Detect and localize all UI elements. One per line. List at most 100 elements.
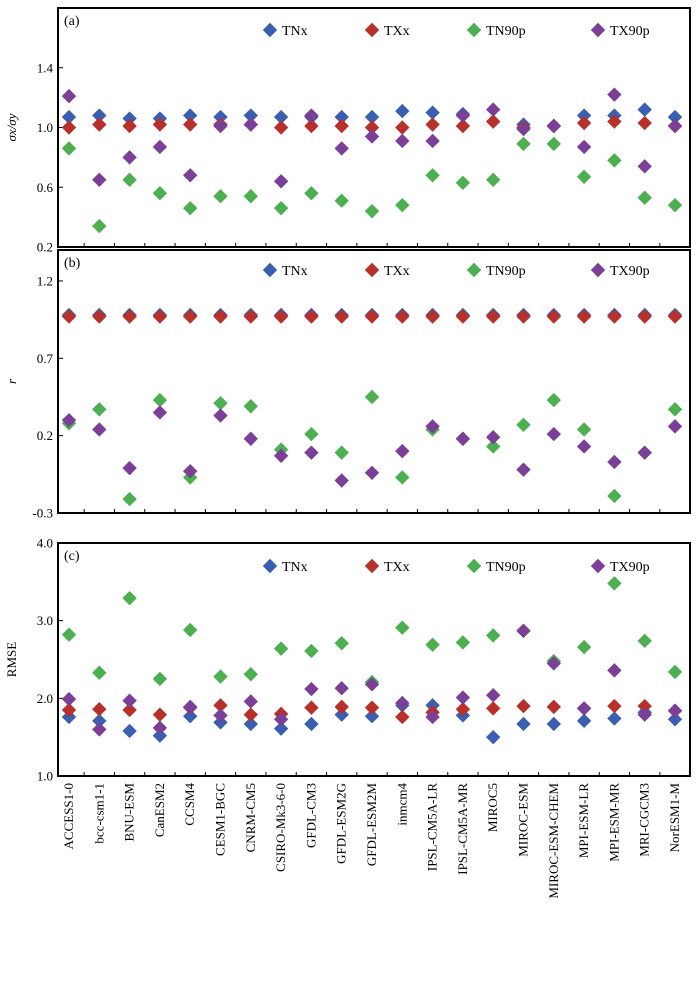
point-tx90p [546, 426, 561, 442]
point-tx90p [667, 703, 683, 718]
point-tn90p [152, 671, 168, 687]
point-tx90p [61, 88, 77, 104]
panel-frame [57, 249, 691, 514]
x-tick-label: IPSL-CM5A-MR [455, 783, 470, 875]
point-tnx [243, 716, 258, 732]
point-txx [455, 118, 471, 134]
point-tn90p [304, 186, 319, 201]
point-txx [425, 117, 440, 132]
point-tn90p [92, 665, 107, 680]
point-tnx [364, 109, 380, 125]
point-tx90p [637, 707, 652, 722]
y-axis-label: r [4, 378, 19, 384]
point-tn90p [364, 203, 380, 219]
point-tx90p [546, 118, 561, 134]
point-txx [213, 698, 228, 713]
point-txx [334, 118, 349, 134]
point-tn90p [607, 488, 622, 504]
point-txx [152, 309, 168, 324]
point-txx [637, 115, 652, 131]
point-tx90p [304, 108, 319, 123]
point-tx90p [92, 422, 107, 437]
point-txx [576, 115, 592, 131]
point-tn90p [304, 643, 319, 659]
x-tick-labels: ACCESS1-0 bcc-csm1-1 BNU-ESM CanESM2 CCSM4 CE… [61, 783, 682, 899]
point-tn90p [425, 168, 440, 183]
point-tnx [273, 109, 289, 125]
x-tick-label: MPI-ESM-LR [576, 783, 591, 858]
point-tn90p [183, 622, 198, 638]
point-tx90p [304, 681, 319, 697]
x-tick-label: MIROC5 [485, 783, 500, 832]
x-tick-label: IPSL-CM5A-LR [425, 783, 440, 871]
point-tx90p [152, 405, 168, 420]
y-tick-label: 1.2 [37, 273, 53, 288]
panel-frame [57, 542, 691, 777]
point-txx [516, 309, 531, 324]
point-tnx [667, 109, 683, 125]
legend-marker-tnx [262, 262, 278, 278]
y-tick-label: 1.4 [37, 60, 54, 75]
point-tn90p [486, 439, 501, 454]
y-tick-label: 0.7 [37, 351, 54, 366]
point-txx [607, 114, 622, 129]
x-tick-label: CanESM2 [152, 783, 167, 837]
y-tick-label: 0.2 [37, 428, 53, 443]
point-tnx [122, 723, 137, 739]
point-tx90p [183, 168, 198, 183]
point-tn90p [607, 576, 622, 591]
point-txx [576, 309, 592, 324]
point-tn90p [667, 664, 683, 680]
point-tx90p [637, 445, 652, 460]
point-tnx [122, 111, 137, 126]
point-tn90p [122, 172, 137, 187]
point-txx [395, 120, 410, 135]
point-txx [455, 309, 471, 324]
point-tn90p [243, 399, 258, 414]
point-tn90p [364, 389, 380, 405]
legend-label-tn90p: TN90p [486, 24, 526, 39]
legend-marker-txx [364, 262, 380, 278]
point-txx [637, 309, 652, 324]
point-txx [334, 309, 349, 324]
legend-label-tx90p: TX90p [610, 264, 650, 279]
point-tnx [546, 716, 561, 732]
x-tick-label: GFDL-ESM2G [334, 783, 349, 864]
point-tx90p [364, 465, 380, 480]
point-tx90p [455, 431, 471, 446]
legend-label-txx: TXx [384, 264, 410, 279]
point-tn90p [425, 637, 440, 652]
panel-label: (a) [64, 14, 80, 29]
point-tnx [183, 108, 198, 123]
point-tx90p [304, 445, 319, 460]
point-txx [364, 120, 380, 135]
y-tick-label: 0.6 [37, 180, 54, 195]
point-tx90p [516, 462, 531, 477]
legend-label-tnx: TNx [282, 24, 308, 39]
point-tx90p [92, 172, 107, 187]
point-tn90p [92, 402, 107, 417]
point-tx90p [425, 709, 440, 725]
point-tx90p [486, 429, 501, 445]
legend-marker-txx [364, 22, 380, 38]
point-tn90p [637, 633, 652, 649]
point-tx90p [152, 720, 168, 736]
point-tn90p [183, 200, 198, 216]
point-tn90p [334, 193, 349, 208]
point-txx [486, 114, 501, 129]
point-tx90p [334, 473, 349, 488]
point-tn90p [667, 197, 683, 213]
point-tx90p [122, 460, 137, 476]
legend-marker-tx90p [590, 558, 606, 574]
panel-label: (c) [64, 549, 80, 564]
point-txx [61, 120, 77, 135]
point-tx90p [273, 448, 289, 463]
point-tx90p [607, 454, 622, 470]
point-tn90p [637, 190, 652, 205]
point-txx [304, 309, 319, 324]
legend-marker-tn90p [466, 558, 482, 574]
point-txx [273, 309, 289, 324]
point-tx90p [425, 419, 440, 434]
x-tick-label: ACCESS1-0 [61, 783, 76, 849]
point-txx [364, 700, 380, 715]
